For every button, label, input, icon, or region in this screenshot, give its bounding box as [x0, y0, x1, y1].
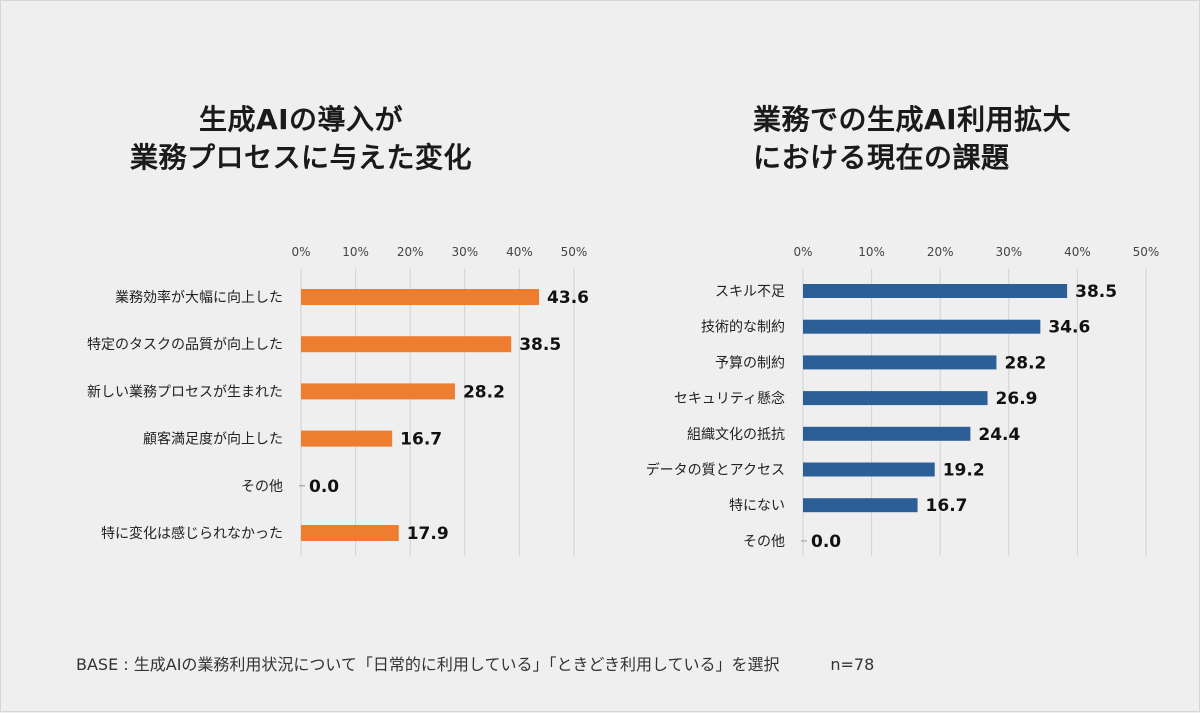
right-bar: [803, 426, 971, 441]
footer-note: BASE : 生成AIの業務利用状況について「日常的に利用している」「ときどき利…: [76, 651, 874, 675]
right-value-label: 26.9: [996, 389, 1038, 409]
right-x-tick-label: 40%: [1064, 245, 1091, 259]
right-x-tick-label: 0%: [793, 245, 812, 259]
left-x-tick-label: 20%: [397, 245, 424, 259]
left-value-label: 28.2: [463, 382, 505, 402]
left-bar: [301, 430, 393, 447]
left-category-label: 新しい業務プロセスが生まれた: [87, 384, 283, 400]
right-bar: [803, 319, 1041, 334]
left-category-label: 特に変化は感じられなかった: [101, 525, 283, 542]
right-value-label: 16.7: [926, 496, 968, 516]
left-category-label: 業務効率が大幅に向上した: [115, 289, 283, 306]
left-x-tick-label: 50%: [561, 245, 588, 259]
left-bar: [301, 525, 399, 541]
right-chart-title: 業務での生成AI利用拡大 における現在の課題: [753, 101, 1071, 177]
left-value-label: 17.9: [407, 524, 449, 544]
right-bar: [803, 462, 935, 477]
left-category-label: その他: [241, 479, 283, 495]
footer-base-text: BASE : 生成AIの業務利用状況について「日常的に利用している」「ときどき利…: [76, 655, 780, 674]
right-category-label: スキル不足: [715, 284, 785, 300]
left-category-label: 顧客満足度が向上した: [143, 431, 283, 448]
left-x-tick-label: 40%: [506, 245, 533, 259]
right-x-tick-label: 50%: [1133, 245, 1160, 259]
right-x-tick-label: 10%: [858, 245, 885, 259]
right-bar: [803, 284, 1068, 298]
left-category-label: 特定のタスクの品質が向上した: [87, 337, 283, 353]
right-x-tick-label: 30%: [995, 245, 1022, 259]
right-category-label: 予算の制約: [715, 355, 785, 371]
right-category-label: 特にない: [729, 498, 785, 514]
left-x-tick-label: 10%: [342, 245, 369, 259]
left-title-line1: 生成AIの導入が: [198, 103, 404, 136]
right-bar: [803, 355, 997, 370]
right-value-label: 24.4: [978, 425, 1020, 445]
left-title-line2: 業務プロセスに与えた変化: [129, 141, 472, 174]
right-bar: [803, 391, 988, 406]
right-category-label: 組織文化の抵抗: [687, 427, 785, 443]
right-category-label: 技術的な制約: [701, 320, 785, 336]
right-value-label: 28.2: [1004, 353, 1046, 373]
right-value-label: 34.6: [1048, 318, 1090, 338]
left-chart-title: 生成AIの導入が 業務プロセスに与えた変化: [1, 101, 601, 177]
left-x-tick-label: 30%: [451, 245, 478, 259]
right-title-line1: 業務での生成AI利用拡大: [753, 103, 1072, 136]
left-value-label: 16.7: [400, 430, 442, 450]
left-value-label: 0.0: [309, 477, 339, 497]
right-title-line2: における現在の課題: [753, 141, 1010, 174]
right-x-tick-label: 20%: [927, 245, 954, 259]
right-category-label: データの質とアクセス: [646, 462, 785, 479]
left-value-label: 43.6: [547, 288, 589, 308]
right-value-label: 0.0: [811, 532, 841, 552]
right-value-label: 38.5: [1075, 282, 1117, 302]
right-bar: [803, 498, 918, 513]
left-x-tick-label: 0%: [291, 245, 310, 259]
right-category-label: その他: [743, 534, 785, 550]
left-value-label: 38.5: [519, 335, 561, 355]
left-bar: [301, 289, 540, 305]
left-bar: [301, 383, 455, 400]
footer-sample-size: n=78: [830, 655, 875, 674]
right-category-label: セキュリティ懸念: [674, 390, 785, 407]
left-bar: [301, 336, 512, 353]
right-value-label: 19.2: [943, 461, 985, 481]
